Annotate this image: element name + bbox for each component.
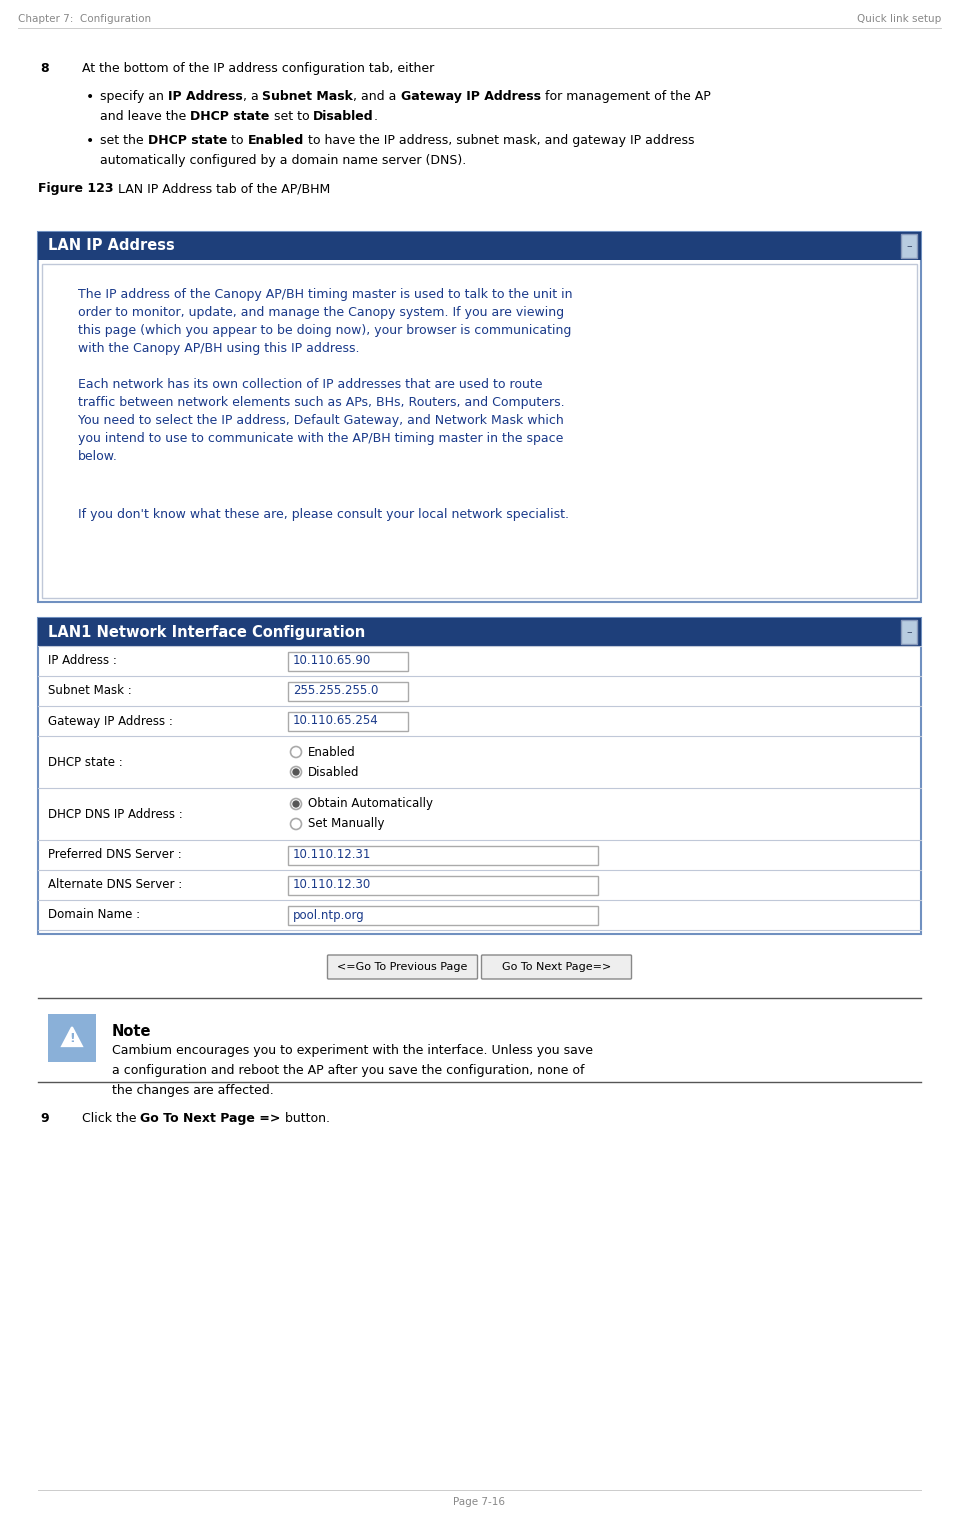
Bar [901, 621, 917, 643]
Text: Set Manually: Set Manually [308, 818, 385, 831]
Text: The IP address of the Canopy AP/BH timing master is used to talk to the unit in
: The IP address of the Canopy AP/BH timin… [78, 288, 573, 354]
Text: Click the: Click the [82, 1111, 141, 1125]
Text: Cambium encourages you to experiment with the interface. Unless you save: Cambium encourages you to experiment wit… [112, 1045, 593, 1057]
Bar [288, 875, 598, 895]
Text: DHCP state: DHCP state [148, 135, 227, 147]
Bar [288, 845, 598, 864]
Bar [38, 232, 921, 603]
Text: , and a: , and a [353, 89, 401, 103]
Bar [38, 618, 921, 646]
Text: 8: 8 [40, 62, 49, 76]
Text: !: ! [69, 1033, 75, 1045]
Text: LAN1 Network Interface Configuration: LAN1 Network Interface Configuration [48, 624, 365, 639]
Text: to: to [227, 135, 247, 147]
Text: Figure 123: Figure 123 [38, 182, 113, 195]
Text: button.: button. [281, 1111, 330, 1125]
Text: Page 7-16: Page 7-16 [453, 1497, 505, 1506]
Text: DHCP state: DHCP state [190, 111, 269, 123]
Text: Subnet Mask :: Subnet Mask : [48, 684, 131, 698]
FancyBboxPatch shape [481, 955, 631, 980]
Text: At the bottom of the IP address configuration tab, either: At the bottom of the IP address configur… [82, 62, 434, 76]
Text: Enabled: Enabled [308, 745, 356, 759]
Text: IP Address :: IP Address : [48, 654, 117, 668]
Text: Alternate DNS Server :: Alternate DNS Server : [48, 878, 182, 892]
Text: If you don't know what these are, please consult your local network specialist.: If you don't know what these are, please… [78, 509, 569, 521]
Text: , a: , a [243, 89, 263, 103]
Text: and leave the: and leave the [100, 111, 190, 123]
Text: a configuration and reboot the AP after you save the configuration, none of: a configuration and reboot the AP after … [112, 1064, 584, 1076]
Text: Preferred DNS Server :: Preferred DNS Server : [48, 848, 182, 861]
Text: <=Go To Previous Page: <=Go To Previous Page [338, 961, 468, 972]
Text: Chapter 7:  Configuration: Chapter 7: Configuration [18, 14, 152, 24]
FancyBboxPatch shape [328, 955, 478, 980]
Bar [288, 712, 408, 730]
Text: Subnet Mask: Subnet Mask [263, 89, 353, 103]
Text: 10.110.12.31: 10.110.12.31 [293, 848, 371, 861]
Text: 10.110.12.30: 10.110.12.30 [293, 878, 371, 892]
Text: Obtain Automatically: Obtain Automatically [308, 798, 433, 810]
Text: Go To Next Page=>: Go To Next Page=> [502, 961, 611, 972]
Text: Each network has its own collection of IP addresses that are used to route
traff: Each network has its own collection of I… [78, 378, 565, 463]
Text: .: . [374, 111, 378, 123]
Circle shape [293, 801, 299, 807]
Bar [288, 681, 408, 701]
Text: DHCP DNS IP Address :: DHCP DNS IP Address : [48, 807, 183, 821]
Circle shape [293, 769, 299, 775]
Text: automatically configured by a domain name server (DNS).: automatically configured by a domain nam… [100, 154, 466, 167]
Text: LAN IP Address tab of the AP/BHM: LAN IP Address tab of the AP/BHM [113, 182, 330, 195]
Text: Note: Note [112, 1023, 152, 1039]
Text: IP Address: IP Address [168, 89, 243, 103]
Text: set to: set to [269, 111, 314, 123]
Polygon shape [62, 1026, 82, 1046]
Bar [288, 651, 408, 671]
Text: 9: 9 [40, 1111, 49, 1125]
Bar [38, 618, 921, 934]
Text: LAN IP Address: LAN IP Address [48, 239, 175, 253]
Text: Gateway IP Address: Gateway IP Address [401, 89, 541, 103]
Bar [38, 232, 921, 260]
Text: Disabled: Disabled [314, 111, 374, 123]
Text: to have the IP address, subnet mask, and gateway IP address: to have the IP address, subnet mask, and… [304, 135, 694, 147]
Text: Go To Next Page =>: Go To Next Page => [141, 1111, 281, 1125]
Text: specify an: specify an [100, 89, 168, 103]
Text: •: • [86, 135, 94, 148]
Text: the changes are affected.: the changes are affected. [112, 1084, 273, 1098]
Text: 10.110.65.90: 10.110.65.90 [293, 654, 371, 668]
Text: Disabled: Disabled [308, 766, 360, 778]
Bar [901, 235, 917, 257]
Text: Quick link setup: Quick link setup [856, 14, 941, 24]
Text: –: – [906, 627, 912, 637]
Text: set the: set the [100, 135, 148, 147]
Text: •: • [86, 89, 94, 104]
Bar [288, 905, 598, 925]
Text: for management of the AP: for management of the AP [541, 89, 711, 103]
Text: 10.110.65.254: 10.110.65.254 [293, 715, 379, 728]
Text: –: – [906, 241, 912, 251]
Bar [42, 263, 917, 598]
Bar [48, 1014, 96, 1061]
Text: Domain Name :: Domain Name : [48, 908, 140, 922]
Text: Gateway IP Address :: Gateway IP Address : [48, 715, 173, 728]
Text: Enabled: Enabled [247, 135, 304, 147]
Text: 255.255.255.0: 255.255.255.0 [293, 684, 379, 698]
Text: pool.ntp.org: pool.ntp.org [293, 908, 364, 922]
Text: DHCP state :: DHCP state : [48, 755, 123, 769]
